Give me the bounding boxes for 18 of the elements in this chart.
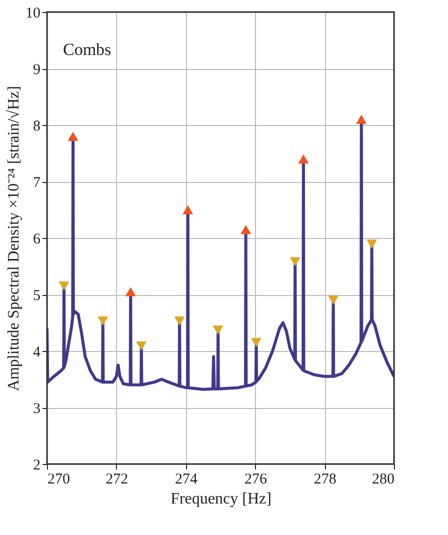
x-tick-label: 276 xyxy=(244,472,268,488)
y-tick-label: 3 xyxy=(33,401,40,417)
y-tick-label: 8 xyxy=(33,118,40,134)
y-tick-label: 6 xyxy=(33,232,41,248)
x-tick-label: 280 xyxy=(372,472,394,488)
y-tick-label: 5 xyxy=(33,288,40,304)
y-tick-label: 7 xyxy=(33,175,41,191)
x-tick-label: 274 xyxy=(175,472,198,488)
y-tick-label: 9 xyxy=(33,62,40,78)
x-tick-label: 270 xyxy=(48,472,70,488)
annotation: Combs xyxy=(63,40,112,59)
y-tick-label: 10 xyxy=(26,6,40,22)
x-tick-label: 278 xyxy=(314,472,336,488)
y-axis-title: Amplitude Spectral Density ×10⁻²⁴ [strain/√Hz] xyxy=(6,86,22,392)
y-tick-label: 2 xyxy=(33,458,40,474)
y-tick-label: 4 xyxy=(33,344,41,360)
x-tick-label: 272 xyxy=(106,472,128,488)
x-axis-title: Frequency [Hz] xyxy=(170,490,272,508)
